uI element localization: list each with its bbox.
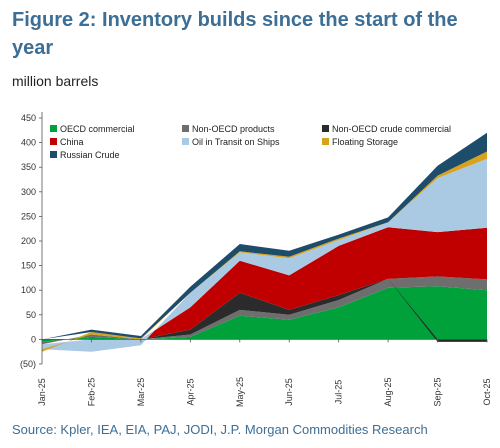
- area-china: [42, 227, 487, 340]
- y-tick-label: 450: [21, 113, 36, 123]
- y-tick-label: 0: [31, 334, 36, 344]
- y-tick-label: 250: [21, 211, 36, 221]
- legend-label-china: China: [60, 137, 84, 147]
- legend-swatch-floating-storage: [322, 138, 329, 145]
- y-tick-label: 200: [21, 236, 36, 246]
- x-tick-label: Feb-25: [86, 378, 96, 407]
- area-oecd-commercial: [42, 286, 487, 342]
- chart-title: Figure 2: Inventory builds since the sta…: [12, 9, 458, 59]
- source-note: Source: Kpler, IEA, EIA, PAJ, JODI, J.P.…: [12, 422, 428, 437]
- legend-swatch-china: [50, 138, 57, 145]
- x-tick-label: Mar-25: [136, 378, 146, 407]
- x-tick-label: Aug-25: [383, 377, 393, 406]
- y-tick-label: (50): [20, 359, 36, 369]
- legend-swatch-russian-crude: [50, 151, 57, 158]
- y-tick-label: 300: [21, 187, 36, 197]
- y-tick-label: 400: [21, 138, 36, 148]
- legend-swatch-oil-in-transit-on-ships: [182, 138, 189, 145]
- y-tick-label: 50: [26, 310, 36, 320]
- legend-label-oil-in-transit-on-ships: Oil in Transit on Ships: [192, 137, 280, 147]
- y-tick-label: 350: [21, 162, 36, 172]
- x-tick-label: Oct-25: [482, 378, 492, 405]
- x-tick-label: Jul-25: [334, 380, 344, 405]
- x-tick-label: Jan-25: [37, 378, 47, 406]
- area-non-oecd-crude-commercial: [42, 278, 487, 342]
- x-tick-label: May-25: [235, 377, 245, 407]
- legend-swatch-non-oecd-products: [182, 125, 189, 132]
- area-oil-in-transit-on-ships: [42, 158, 487, 352]
- legend-swatch-oecd-commercial: [50, 125, 57, 132]
- area-non-oecd-products: [42, 276, 487, 345]
- y-tick-label: 100: [21, 285, 36, 295]
- legend: OECD commercial Non-OECD products Non-OECD…: [50, 124, 451, 160]
- x-tick-label: Jun-25: [284, 378, 294, 406]
- area-layers: [42, 132, 487, 352]
- x-tick-label: Apr-25: [185, 378, 195, 405]
- legend-swatch-non-oecd-crude-commercial: [322, 125, 329, 132]
- unit-label: million barrels: [12, 73, 99, 89]
- y-tick-label: 150: [21, 261, 36, 271]
- legend-label-non-oecd-products: Non-OECD products: [192, 124, 275, 134]
- legend-label-non-oecd-crude-commercial: Non-OECD crude commercial: [332, 124, 451, 134]
- legend-label-oecd-commercial: OECD commercial: [60, 124, 135, 134]
- axes: (50) 0 50 100 150 200 250 300 350 400 450 Jan-25 Feb…: [20, 112, 492, 407]
- legend-label-russian-crude: Russian Crude: [60, 150, 120, 160]
- x-tick-label: Sep-25: [433, 377, 443, 406]
- legend-label-floating-storage: Floating Storage: [332, 137, 398, 147]
